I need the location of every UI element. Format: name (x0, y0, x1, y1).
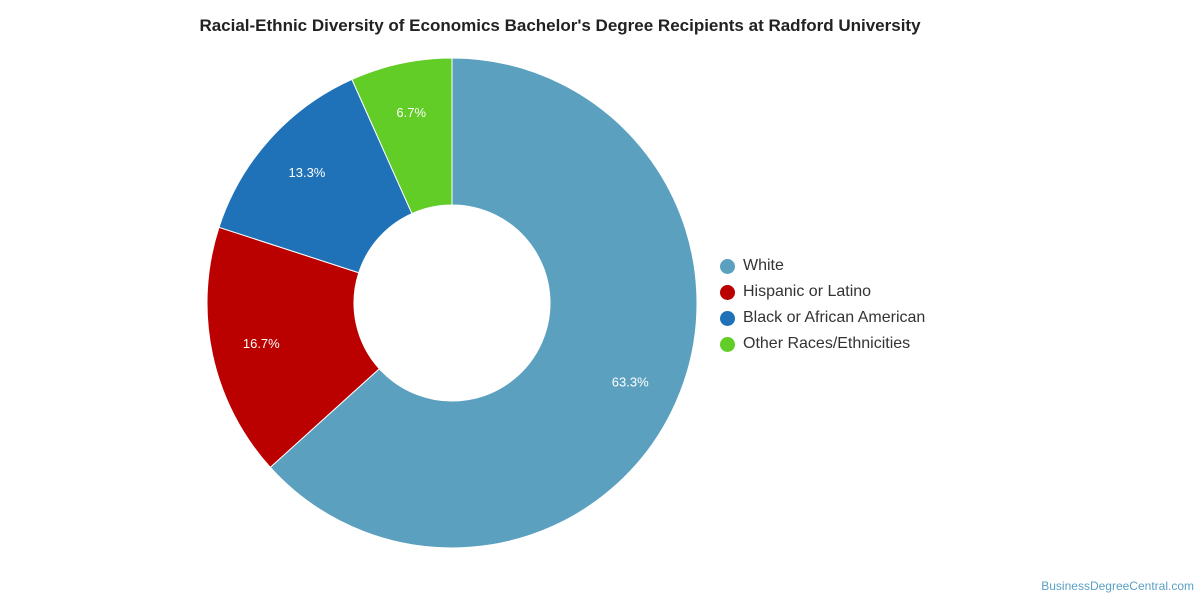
legend-item[interactable]: White (720, 253, 925, 279)
legend-swatch-icon (720, 310, 735, 326)
legend-label: Black or African American (743, 309, 926, 326)
legend-item[interactable]: Other Races/Ethnicities (720, 331, 925, 357)
pie-slice-2 (218, 78, 413, 274)
legend-label: White (743, 257, 784, 274)
pie-slice-0 (269, 57, 698, 549)
legend-item[interactable]: Hispanic or Latino (720, 279, 925, 305)
legend-swatch-icon (720, 336, 735, 352)
chart-legend: White Hispanic or Latino Black or African … (720, 253, 925, 357)
legend-label: Hispanic or Latino (743, 283, 872, 300)
legend-label: Other Races/Ethnicities (743, 335, 911, 352)
legend-swatch-icon (720, 284, 735, 300)
slice-data-label: 63.3% (612, 375, 649, 390)
chart-title: Racial-Ethnic Diversity of Economics Bac… (199, 16, 921, 35)
slice-data-label: 16.7% (243, 336, 280, 351)
site-watermark: BusinessDegreeCentral.com (1041, 579, 1194, 593)
slice-data-label: 6.7% (396, 105, 426, 120)
pie-slice-1 (206, 226, 381, 469)
legend-item[interactable]: Black or African American (720, 305, 925, 331)
legend-swatch-icon (720, 258, 735, 274)
pie-slice-3 (351, 57, 453, 215)
slice-data-label: 13.3% (289, 165, 326, 180)
